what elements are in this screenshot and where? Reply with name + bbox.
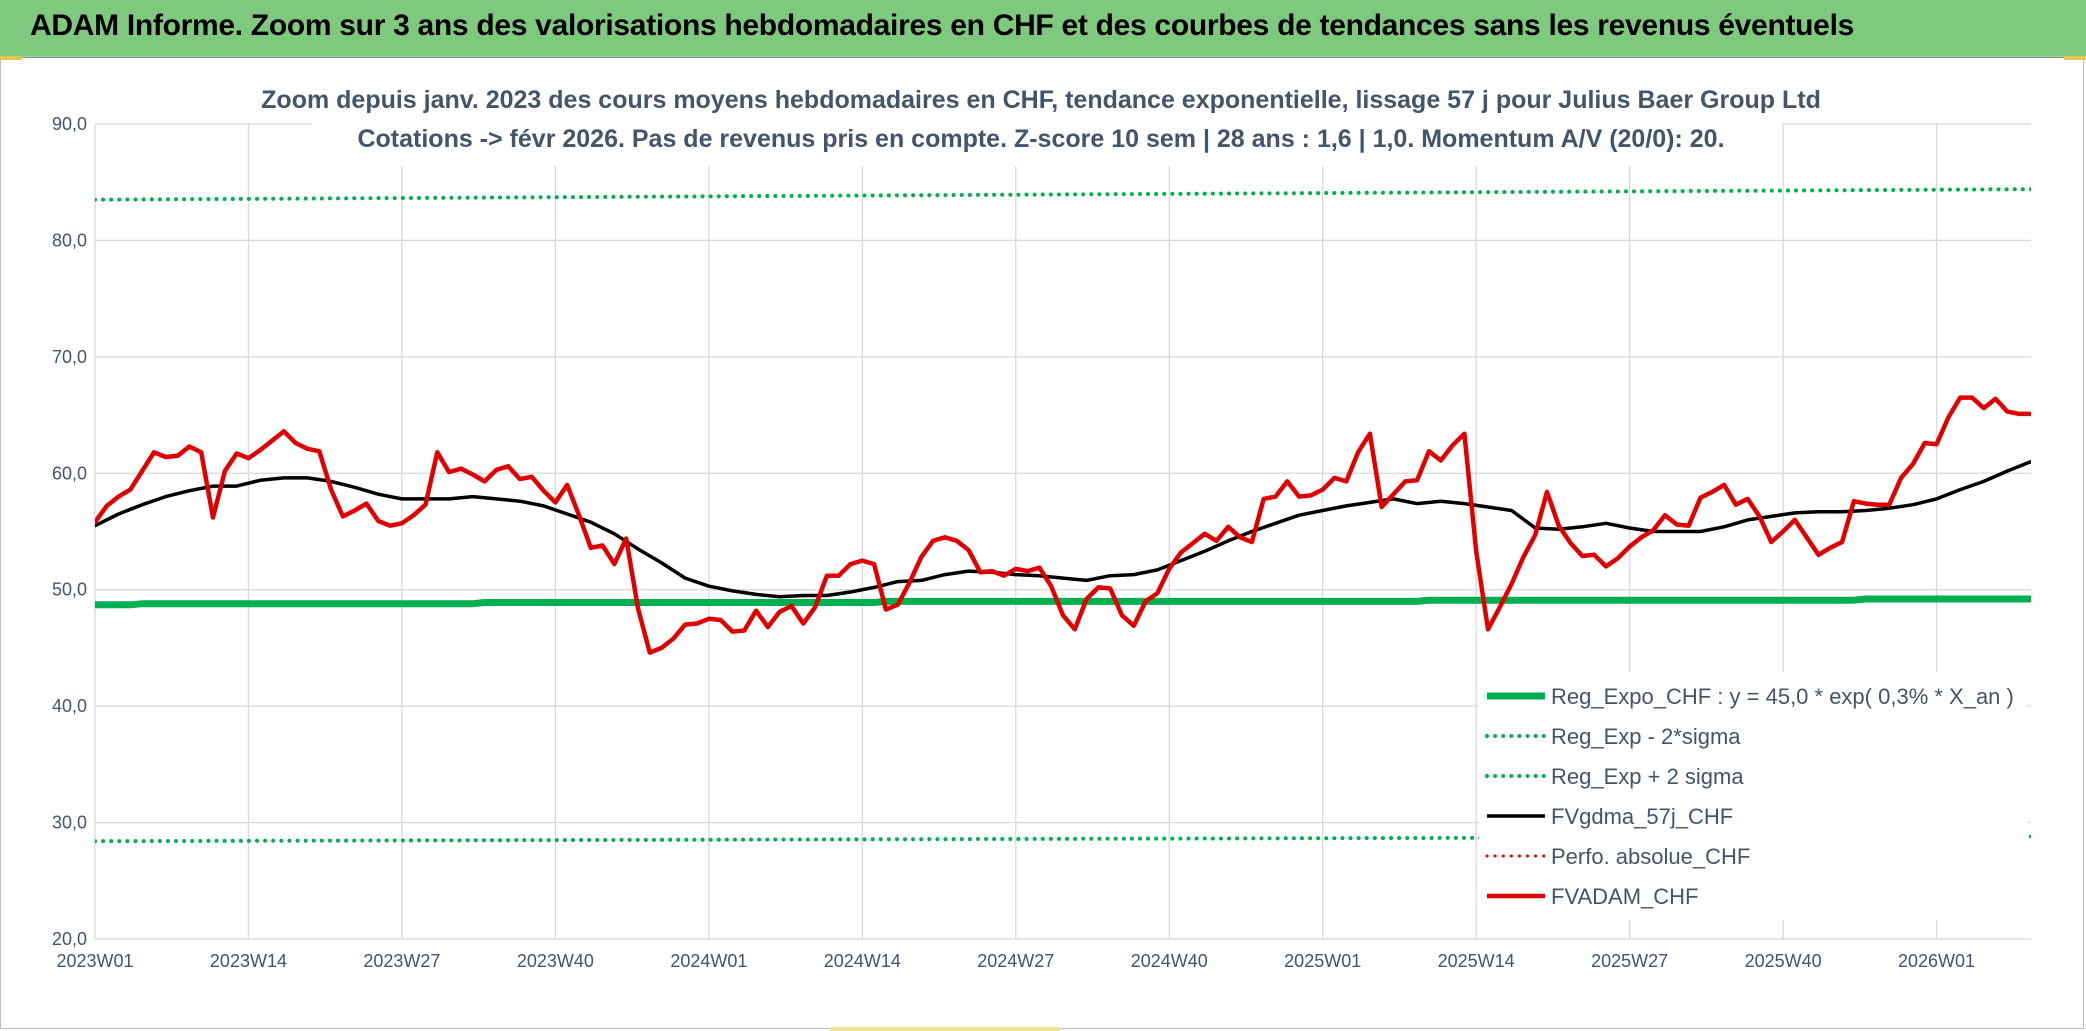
x-tick-label: 2024W40 xyxy=(1131,951,1208,971)
title-background xyxy=(312,78,1782,166)
corner-mark xyxy=(2064,56,2086,60)
x-tick-label: 2025W01 xyxy=(1284,951,1361,971)
series-line-5 xyxy=(95,395,2031,655)
legend-entry: FVgdma_57j_CHF xyxy=(1551,804,1733,829)
x-tick-label: 2024W01 xyxy=(670,951,747,971)
y-tick-label: 20,0 xyxy=(52,929,87,949)
chart-title-line-1: Zoom depuis janv. 2023 des cours moyens … xyxy=(261,86,1821,114)
legend-background xyxy=(1479,672,2027,920)
x-tick-label: 2026W01 xyxy=(1898,951,1975,971)
legend-entry: Reg_Expo_CHF : y = 45,0 * exp( 0,3% * X_… xyxy=(1551,684,2014,709)
y-tick-label: 80,0 xyxy=(52,230,87,250)
corner-mark xyxy=(0,56,22,60)
legend-entry: Reg_Exp - 2*sigma xyxy=(1551,724,1741,749)
x-tick-label: 2023W01 xyxy=(56,951,133,971)
x-tick-label: 2024W27 xyxy=(977,951,1054,971)
y-tick-label: 30,0 xyxy=(52,813,87,833)
y-tick-label: 40,0 xyxy=(52,696,87,716)
legend-entry: FVADAM_CHF xyxy=(1551,884,1699,909)
series-line-3 xyxy=(95,459,2031,599)
axis-labels: 20,0 30,0 40,0 50,0 60,0 70,0 80,0 90,0 2023W01 2… xyxy=(52,114,1975,971)
x-tick-label: 2024W14 xyxy=(824,951,901,971)
chart-title-line-2: Cotations -> févr 2026. Pas de revenus p… xyxy=(357,125,1724,153)
legend-entry: Reg_Exp + 2 sigma xyxy=(1551,764,1744,789)
chart-area: 20,0 30,0 40,0 50,0 60,0 70,0 80,0 90,0 2023W01 2… xyxy=(0,56,2086,1031)
series-lines xyxy=(95,187,2031,844)
y-tick-label: 50,0 xyxy=(52,580,87,600)
x-tick-label: 2023W27 xyxy=(363,951,440,971)
report-title: ADAM Informe. Zoom sur 3 ans des valoris… xyxy=(30,9,1854,42)
x-tick-label: 2025W27 xyxy=(1591,951,1668,971)
x-tick-label: 2023W40 xyxy=(517,951,594,971)
corner-mark xyxy=(830,1027,1060,1031)
series-line-0 xyxy=(95,595,2031,609)
series-line-2 xyxy=(95,187,2031,202)
legend-entry: Perfo. absolue_CHF xyxy=(1551,844,1750,869)
legend: Reg_Expo_CHF : y = 45,0 * exp( 0,3% * X_… xyxy=(1479,672,2027,920)
y-tick-label: 70,0 xyxy=(52,347,87,367)
y-tick-label: 90,0 xyxy=(52,114,87,134)
x-tick-label: 2025W40 xyxy=(1745,951,1822,971)
x-tick-label: 2025W14 xyxy=(1438,951,1515,971)
y-tick-label: 60,0 xyxy=(52,463,87,483)
line-chart: 20,0 30,0 40,0 50,0 60,0 70,0 80,0 90,0 2023W01 2… xyxy=(52,78,2031,971)
x-tick-label: 2023W14 xyxy=(210,951,287,971)
report-header: ADAM Informe. Zoom sur 3 ans des valoris… xyxy=(0,0,2086,58)
